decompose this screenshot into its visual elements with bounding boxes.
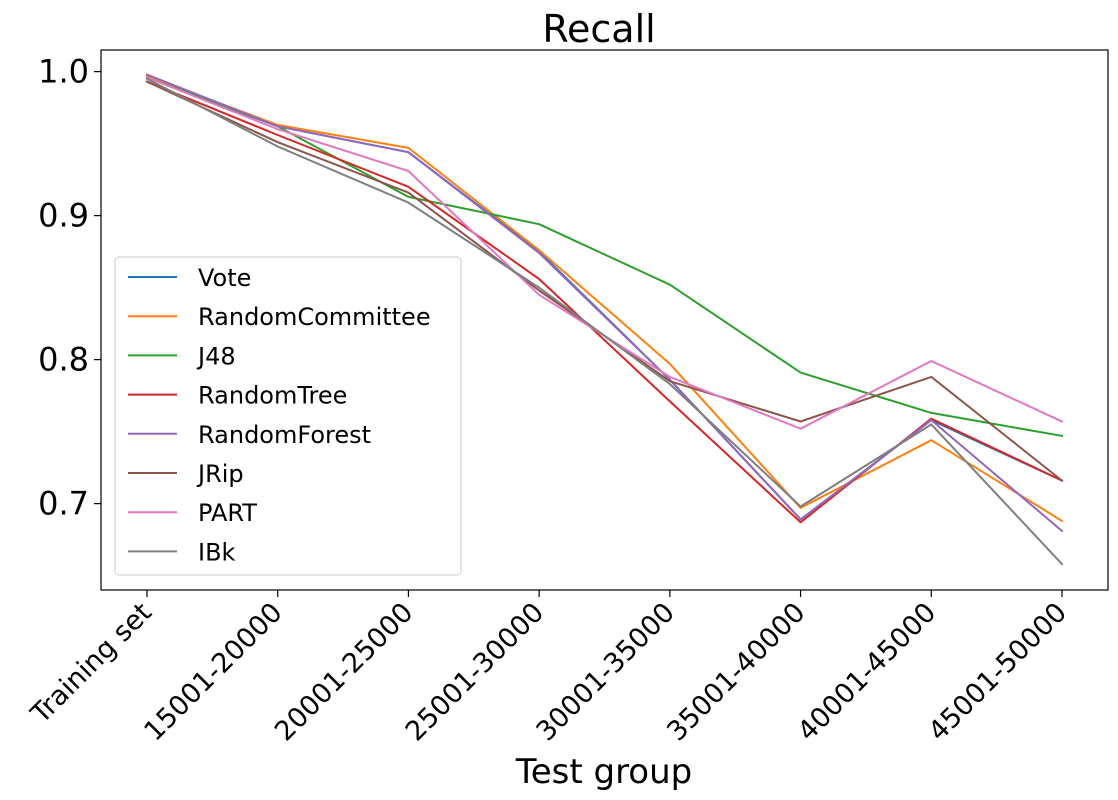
legend-box [114, 256, 462, 576]
legend-label: RandomCommittee [198, 303, 431, 331]
series-line-randomforest [145, 73, 1064, 533]
x-tick-label: 40001-45000 [792, 597, 942, 747]
x-tick-label: 45001-50000 [923, 597, 1073, 747]
legend-label: IBk [198, 538, 236, 566]
legend-label: PART [198, 499, 257, 527]
series-line-j48 [145, 76, 1064, 438]
plot-area [100, 49, 1109, 591]
x-axis: Training set15001-2000020001-2500025001-… [25, 590, 1073, 747]
legend-label: Vote [198, 264, 251, 292]
y-tick-label: 0.9 [38, 197, 89, 235]
legend-label: J48 [196, 342, 236, 370]
y-tick-label: 0.7 [38, 485, 89, 523]
legend-label: JRip [196, 460, 244, 488]
x-tick-label: Training set [25, 597, 158, 730]
y-axis: 0.7 0.8 0.9 1.0 [38, 53, 101, 523]
legend: Vote RandomCommittee J48 RandomTree RandomFo… [114, 256, 462, 576]
y-tick-label: 0.8 [38, 341, 89, 379]
series-line-randomcommittee [145, 74, 1064, 523]
x-tick-label: 20001-25000 [269, 597, 419, 747]
x-tick-label: 25001-30000 [400, 597, 550, 747]
x-tick-label: 35001-40000 [661, 597, 811, 747]
x-tick-label: 15001-20000 [138, 597, 288, 747]
y-tick-label: 1.0 [38, 53, 89, 91]
chart-title: Recall [542, 7, 655, 51]
x-tick-label: 30001-35000 [531, 597, 681, 747]
series-line-ibk [145, 77, 1064, 566]
legend-label: RandomTree [198, 382, 347, 410]
plot-frame [100, 49, 1109, 591]
legend-label: RandomForest [198, 421, 371, 449]
x-axis-label: Test group [515, 752, 693, 792]
